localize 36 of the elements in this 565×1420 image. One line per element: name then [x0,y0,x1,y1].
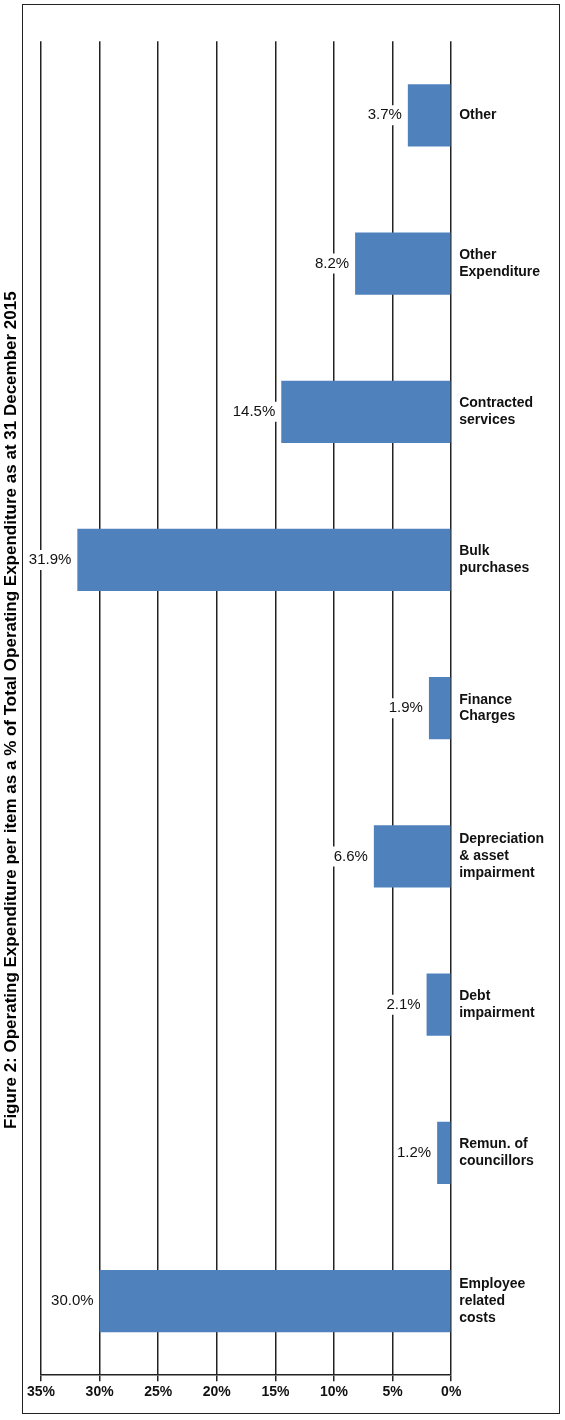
bar [437,1121,451,1184]
x-tick-label: 5% [382,1383,404,1400]
bar [355,232,451,295]
data-label: 6.6% [333,846,368,864]
y-tick-label: Bulk purchases [459,542,530,576]
bar [373,825,451,888]
x-tick-label: 35% [26,1383,56,1400]
y-tick-label: Contracted services [459,394,534,428]
y-tick-label: Remun. of councillors [459,1135,535,1169]
data-label: 14.5% [232,401,276,419]
x-tick-label: 10% [319,1383,349,1400]
data-label: 1.9% [388,698,423,716]
data-label: 2.1% [386,994,421,1012]
data-label: 8.2% [314,253,350,271]
x-tick-label: 30% [85,1383,115,1400]
data-label: 1.2% [396,1143,432,1161]
y-tick-label: Other Expenditure [459,245,541,279]
data-label: 30.0% [51,1291,94,1309]
data-label: 3.7% [367,105,402,123]
bar [428,677,451,740]
bar [407,84,451,147]
text: Figure 2: Operating Expenditure per item as a % of Total Operating Expenditure as at 31 December 2015 [0,290,21,1131]
x-tick-label: 0% [441,1383,462,1400]
y-tick-label: Debt impairment [459,987,535,1020]
y-tick-label: Other [459,106,498,123]
x-tick-label: 20% [202,1383,232,1400]
data-label: 31.9% [28,550,72,568]
y-tick-label: Employee related costs [459,1275,526,1325]
bar [426,973,451,1036]
bar [281,380,451,443]
x-tick-label: 15% [261,1383,290,1400]
bar [99,1269,451,1333]
y-tick-label: Finance Charges [459,690,516,724]
y-tick-label: Depreciation & asset impairment [459,830,545,881]
x-tick-label: 25% [144,1383,173,1400]
bar [77,528,451,592]
